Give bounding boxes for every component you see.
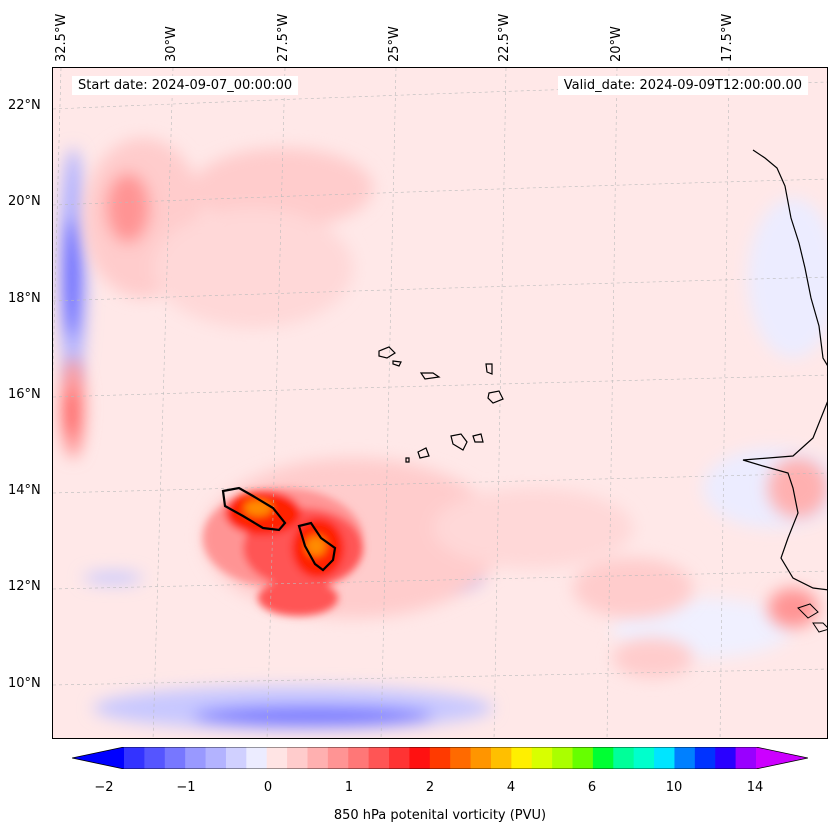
colorbar-tick: −2: [94, 780, 114, 795]
colorbar-cell: [511, 747, 533, 769]
pv-maximum-core: [203, 488, 363, 616]
lon-label-22-5w: 22.5°W: [497, 13, 512, 62]
colorbar-cell: [572, 747, 594, 769]
colorbar-cell: [552, 747, 574, 769]
colorbar-tick: 10: [665, 780, 683, 795]
colorbar-cell: [654, 747, 675, 769]
cape-verde-islands: [378, 346, 504, 463]
colorbar-cell: [327, 747, 349, 769]
lat-label-20n: 20°N: [8, 194, 41, 209]
colorbar-cell: [246, 747, 268, 769]
lat-label-16n: 16°N: [8, 387, 41, 402]
gridlines: [53, 68, 827, 738]
colorbar-cell: [613, 747, 635, 769]
colorbar-cell: [490, 747, 512, 769]
colorbar-cell: [348, 747, 370, 769]
colorbar-cell: [389, 747, 410, 769]
pv-contour-east: [297, 521, 337, 572]
lon-label-25w: 25°W: [387, 26, 402, 62]
colorbar-cell: [266, 747, 288, 769]
coastline: [742, 149, 827, 591]
colorbar-cell: [205, 747, 227, 769]
colorbar-cell: [144, 747, 166, 769]
pv-contour-west: [221, 486, 287, 532]
colorbar-cell: [225, 747, 247, 769]
potential-vorticity-map: [53, 68, 827, 738]
valid-date-label: Valid_date: 2024-09-09T12:00:00.00: [557, 76, 808, 95]
bijagos-islands: [797, 603, 827, 633]
colorbar: [72, 747, 808, 769]
colorbar-cell: [450, 747, 472, 769]
map-panel[interactable]: [52, 67, 828, 739]
colorbar-cell: [470, 747, 492, 769]
lat-label-14n: 14°N: [8, 483, 41, 498]
colorbar-tick: 2: [425, 780, 435, 795]
colorbar-cell: [409, 747, 431, 769]
colorbar-cell: [715, 747, 737, 769]
start-date-label: Start date: 2024-09-07_00:00:00: [72, 76, 299, 95]
colorbar-cell: [531, 747, 553, 769]
lon-label-32-5w: 32.5°W: [54, 13, 69, 62]
colorbar-cell: [694, 747, 716, 769]
colorbar-tick: 1: [344, 780, 354, 795]
lon-label-17-5w: 17.5°W: [720, 13, 735, 62]
colorbar-cell: [164, 747, 186, 769]
colorbar-cell: [124, 747, 145, 769]
colorbar-label: 850 hPa potenital vorticity (PVU): [333, 808, 547, 823]
lat-label-12n: 12°N: [8, 579, 41, 594]
lon-label-27-5w: 27.5°W: [276, 13, 291, 62]
lon-label-20w: 20°W: [609, 26, 624, 62]
colorbar-cell: [633, 747, 655, 769]
colorbar-tick: 14: [746, 780, 764, 795]
colorbar-tick: 0: [263, 780, 273, 795]
lon-label-30w: 30°W: [164, 26, 179, 62]
colorbar-cell: [674, 747, 696, 769]
colorbar-tick: 6: [587, 780, 597, 795]
colorbar-cell: [287, 747, 308, 769]
colorbar-cell: [735, 747, 757, 769]
colorbar-tick: 4: [506, 780, 516, 795]
colorbar-cell: [307, 747, 329, 769]
lat-label-22n: 22°N: [8, 98, 41, 113]
colorbar-extend-low: [72, 747, 124, 769]
colorbar-cell: [185, 747, 207, 769]
lat-label-18n: 18°N: [8, 291, 41, 306]
colorbar-cell: [592, 747, 614, 769]
colorbar-cell: [368, 747, 390, 769]
colorbar-cell: [429, 747, 451, 769]
colorbar-tick: −1: [176, 780, 196, 795]
lat-label-10n: 10°N: [8, 676, 41, 691]
colorbar-extend-high: [756, 747, 808, 769]
